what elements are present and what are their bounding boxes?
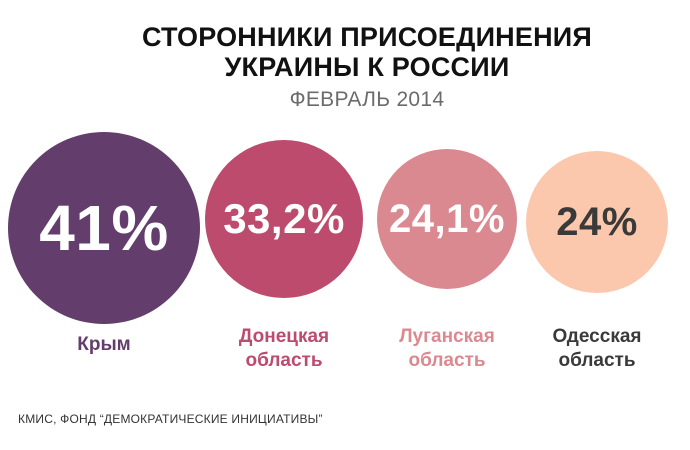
region-label-line: область: [245, 350, 323, 371]
bubble-1: 41%: [8, 132, 200, 324]
region-label-line: Донецкая: [238, 326, 330, 347]
source-note: КМИС, ФОНД “ДЕМОКРАТИЧЕСКИЕ ИНИЦИАТИВЫ”: [18, 412, 323, 426]
region-label: Крым: [19, 333, 189, 357]
chart-title-line-2: УКРАИНЫ К РОССИИ: [224, 52, 510, 82]
region-label-line: Луганская: [399, 326, 495, 347]
region-label-line: Крым: [77, 334, 131, 355]
region-label: Одесская область: [512, 325, 682, 373]
bubble-2: 33,2%: [205, 140, 363, 298]
bubble-value-label: 24,1%: [389, 196, 505, 241]
bubble-3: 24,1%: [377, 149, 517, 289]
chart-title-line-1: СТОРОННИКИ ПРИСОЕДИНЕНИЯ: [141, 22, 592, 52]
region-label-line: область: [558, 350, 636, 371]
region-label: Донецкая область: [199, 325, 369, 373]
bubble-value-label: 33,2%: [223, 195, 345, 242]
region-label-line: Одесская: [552, 326, 642, 347]
region-label: Луганская область: [362, 325, 532, 373]
bubble-4: 24%: [526, 151, 668, 293]
bubble-value-label: 24%: [556, 199, 638, 244]
bubble-value-label: 41%: [39, 192, 169, 264]
chart-subtitle: ФЕВРАЛЬ 2014: [289, 88, 445, 111]
region-label-line: область: [408, 350, 486, 371]
